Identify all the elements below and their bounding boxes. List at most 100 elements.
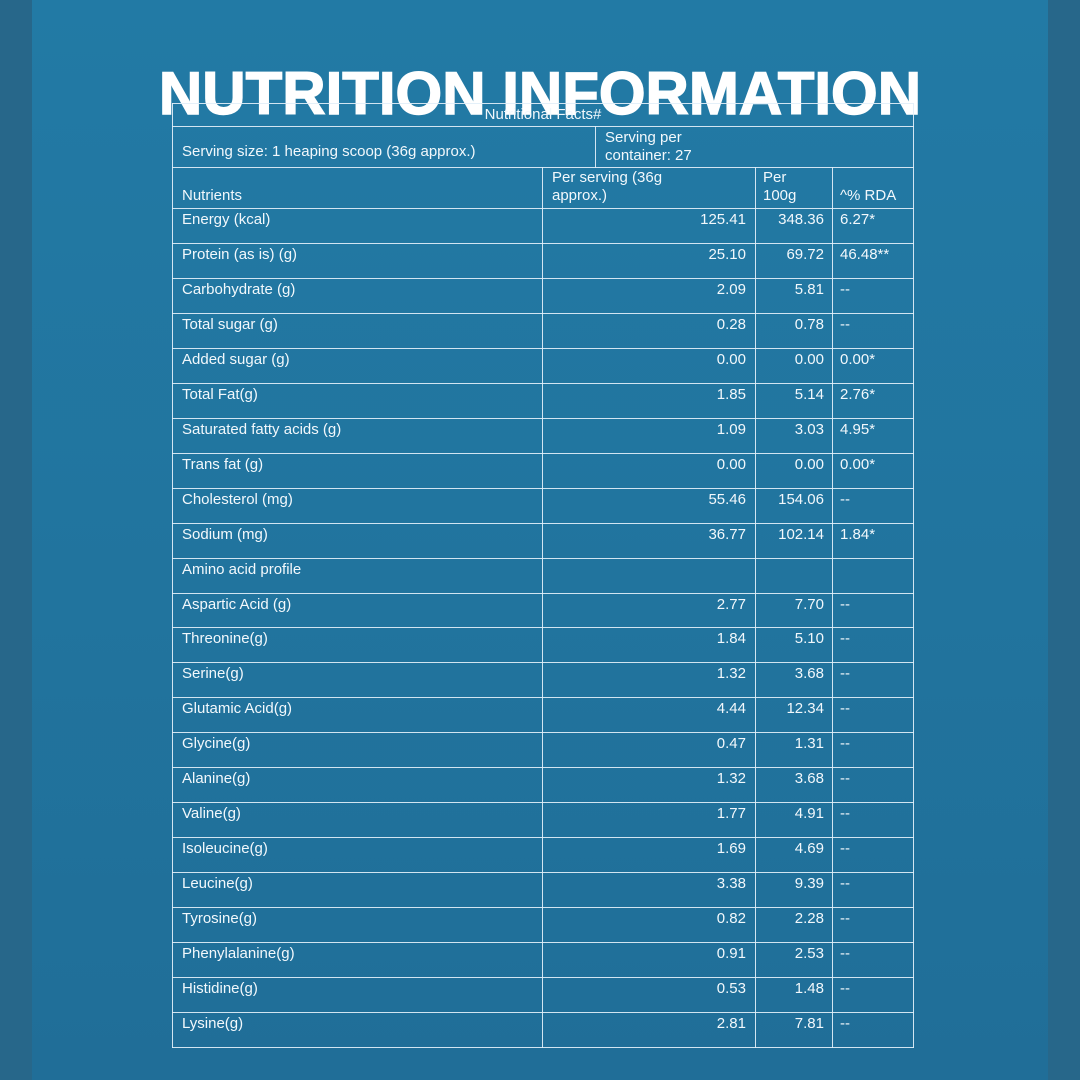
per-serving-value-cell: 0.00 xyxy=(542,452,756,489)
table-row: Isoleucine(g) 1.69 4.69 -- xyxy=(172,837,914,873)
per-serving-value-cell: 125.41 xyxy=(542,208,756,245)
column-header-rda: ^% RDA xyxy=(832,166,914,210)
per-serving-value-cell: 0.53 xyxy=(542,976,756,1013)
per-100g-value-cell: 1.31 xyxy=(755,732,833,769)
per-100g-value-cell: 2.28 xyxy=(755,906,833,943)
column-header-per-serving: Per serving (36g approx.) xyxy=(542,166,756,210)
column-header-per-serving-line2: approx.) xyxy=(552,186,608,204)
table-row: Total Fat(g) 1.85 5.14 2.76* xyxy=(172,382,914,419)
table-row: Cholesterol (mg) 55.46 154.06 -- xyxy=(172,487,914,524)
table-row: Energy (kcal) 125.41 348.36 6.27* xyxy=(172,208,914,245)
rda-value-cell: 4.95* xyxy=(832,417,914,454)
column-header-per-100g-line2: 100g xyxy=(763,186,797,204)
right-edge-band xyxy=(1048,0,1080,1080)
rda-value-cell: 0.00* xyxy=(832,452,914,489)
rda-value-cell: -- xyxy=(832,837,914,873)
per-100g-value-cell: 7.81 xyxy=(755,1011,833,1049)
table-row: Serine(g) 1.32 3.68 -- xyxy=(172,662,914,699)
rda-value-cell: 6.27* xyxy=(832,208,914,245)
per-serving-value-cell: 0.82 xyxy=(542,906,756,943)
per-100g-value-cell: 154.06 xyxy=(755,487,833,524)
rda-value-cell: -- xyxy=(832,976,914,1013)
nutrient-label-cell: Threonine(g) xyxy=(172,627,543,664)
rda-value-cell: 2.76* xyxy=(832,382,914,419)
table-row: Added sugar (g) 0.00 0.00 0.00* xyxy=(172,347,914,384)
table-row: Protein (as is) (g) 25.10 69.72 46.48** xyxy=(172,243,914,280)
per-serving-value-cell: 2.81 xyxy=(542,1011,756,1049)
per-100g-value-cell: 1.48 xyxy=(755,976,833,1013)
column-header-per-100g: Per 100g xyxy=(755,166,833,210)
per-serving-value-cell: 36.77 xyxy=(542,522,756,559)
table-row: Glutamic Acid(g) 4.44 12.34 -- xyxy=(172,697,914,734)
rda-value-cell: -- xyxy=(832,592,914,629)
nutrient-label-cell: Cholesterol (mg) xyxy=(172,487,543,524)
rda-value-cell: -- xyxy=(832,313,914,349)
rda-value-cell: -- xyxy=(832,627,914,664)
per-serving-value-cell: 1.09 xyxy=(542,417,756,454)
column-header-per-serving-line1: Per serving (36g xyxy=(552,168,663,186)
per-100g-value-cell: 5.81 xyxy=(755,278,833,314)
table-row: Aspartic Acid (g) 2.77 7.70 -- xyxy=(172,592,914,629)
per-serving-value-cell: 25.10 xyxy=(542,243,756,280)
table-row: Carbohydrate (g) 2.09 5.81 -- xyxy=(172,278,914,314)
rda-value-cell: -- xyxy=(832,1011,914,1049)
serving-per-container-line1: Serving per xyxy=(605,129,682,146)
table-row: Amino acid profile xyxy=(172,557,914,594)
per-serving-value-cell: 1.77 xyxy=(542,802,756,839)
per-100g-value-cell: 2.53 xyxy=(755,941,833,978)
per-100g-value-cell: 4.91 xyxy=(755,802,833,839)
per-serving-value-cell: 0.00 xyxy=(542,347,756,384)
nutrient-label-cell: Glycine(g) xyxy=(172,732,543,769)
nutrient-label-cell: Lysine(g) xyxy=(172,1011,543,1049)
nutrient-label-cell: Amino acid profile xyxy=(172,557,543,594)
table-row: Tyrosine(g) 0.82 2.28 -- xyxy=(172,906,914,943)
column-header-row: Nutrients Per serving (36g approx.) Per … xyxy=(172,166,914,210)
table-row: Leucine(g) 3.38 9.39 -- xyxy=(172,872,914,908)
rda-value-cell: -- xyxy=(832,941,914,978)
per-serving-value-cell: 0.91 xyxy=(542,941,756,978)
table-row: Alanine(g) 1.32 3.68 -- xyxy=(172,767,914,804)
rda-value-cell: -- xyxy=(832,872,914,908)
per-100g-value-cell: 0.78 xyxy=(755,313,833,349)
per-serving-value-cell: 1.32 xyxy=(542,662,756,699)
per-serving-value-cell: 2.77 xyxy=(542,592,756,629)
per-100g-value-cell: 7.70 xyxy=(755,592,833,629)
nutrient-label-cell: Carbohydrate (g) xyxy=(172,278,543,314)
table-row: Trans fat (g) 0.00 0.00 0.00* xyxy=(172,452,914,489)
rda-value-cell: -- xyxy=(832,767,914,804)
left-edge-band xyxy=(0,0,32,1080)
nutrient-label-cell: Histidine(g) xyxy=(172,976,543,1013)
per-serving-value-cell: 1.85 xyxy=(542,382,756,419)
per-serving-value-cell: 2.09 xyxy=(542,278,756,314)
column-header-per-100g-line1: Per xyxy=(763,168,787,186)
rda-value-cell xyxy=(832,557,914,594)
table-row: Glycine(g) 0.47 1.31 -- xyxy=(172,732,914,769)
table-row: Threonine(g) 1.84 5.10 -- xyxy=(172,627,914,664)
table-row: Valine(g) 1.77 4.91 -- xyxy=(172,802,914,839)
nutrient-label-cell: Saturated fatty acids (g) xyxy=(172,417,543,454)
nutrient-label-cell: Total sugar (g) xyxy=(172,313,543,349)
nutrient-label-cell: Protein (as is) (g) xyxy=(172,243,543,280)
table-row: Saturated fatty acids (g) 1.09 3.03 4.95… xyxy=(172,417,914,454)
rda-value-cell: -- xyxy=(832,487,914,524)
table-row: Phenylalanine(g) 0.91 2.53 -- xyxy=(172,941,914,978)
per-100g-value-cell xyxy=(755,557,833,594)
nutrient-label-cell: Valine(g) xyxy=(172,802,543,839)
rda-value-cell: -- xyxy=(832,278,914,314)
table-row: Histidine(g) 0.53 1.48 -- xyxy=(172,976,914,1013)
per-100g-value-cell: 348.36 xyxy=(755,208,833,245)
nutrient-label-cell: Phenylalanine(g) xyxy=(172,941,543,978)
rda-value-cell: -- xyxy=(832,906,914,943)
serving-size: Serving size: 1 heaping scoop (36g appro… xyxy=(172,126,596,168)
per-100g-value-cell: 9.39 xyxy=(755,872,833,908)
table-title-row: Nutritional Facts# xyxy=(172,103,914,127)
nutrient-label-cell: Leucine(g) xyxy=(172,872,543,908)
table-title: Nutritional Facts# xyxy=(172,103,914,127)
serving-per-container-line2: container: 27 xyxy=(605,147,692,165)
nutrient-label-cell: Tyrosine(g) xyxy=(172,906,543,943)
per-100g-value-cell: 5.10 xyxy=(755,627,833,664)
table-row: Lysine(g) 2.81 7.81 -- xyxy=(172,1011,914,1049)
rda-value-cell: -- xyxy=(832,802,914,839)
per-100g-value-cell: 3.68 xyxy=(755,662,833,699)
per-serving-value-cell: 3.38 xyxy=(542,872,756,908)
